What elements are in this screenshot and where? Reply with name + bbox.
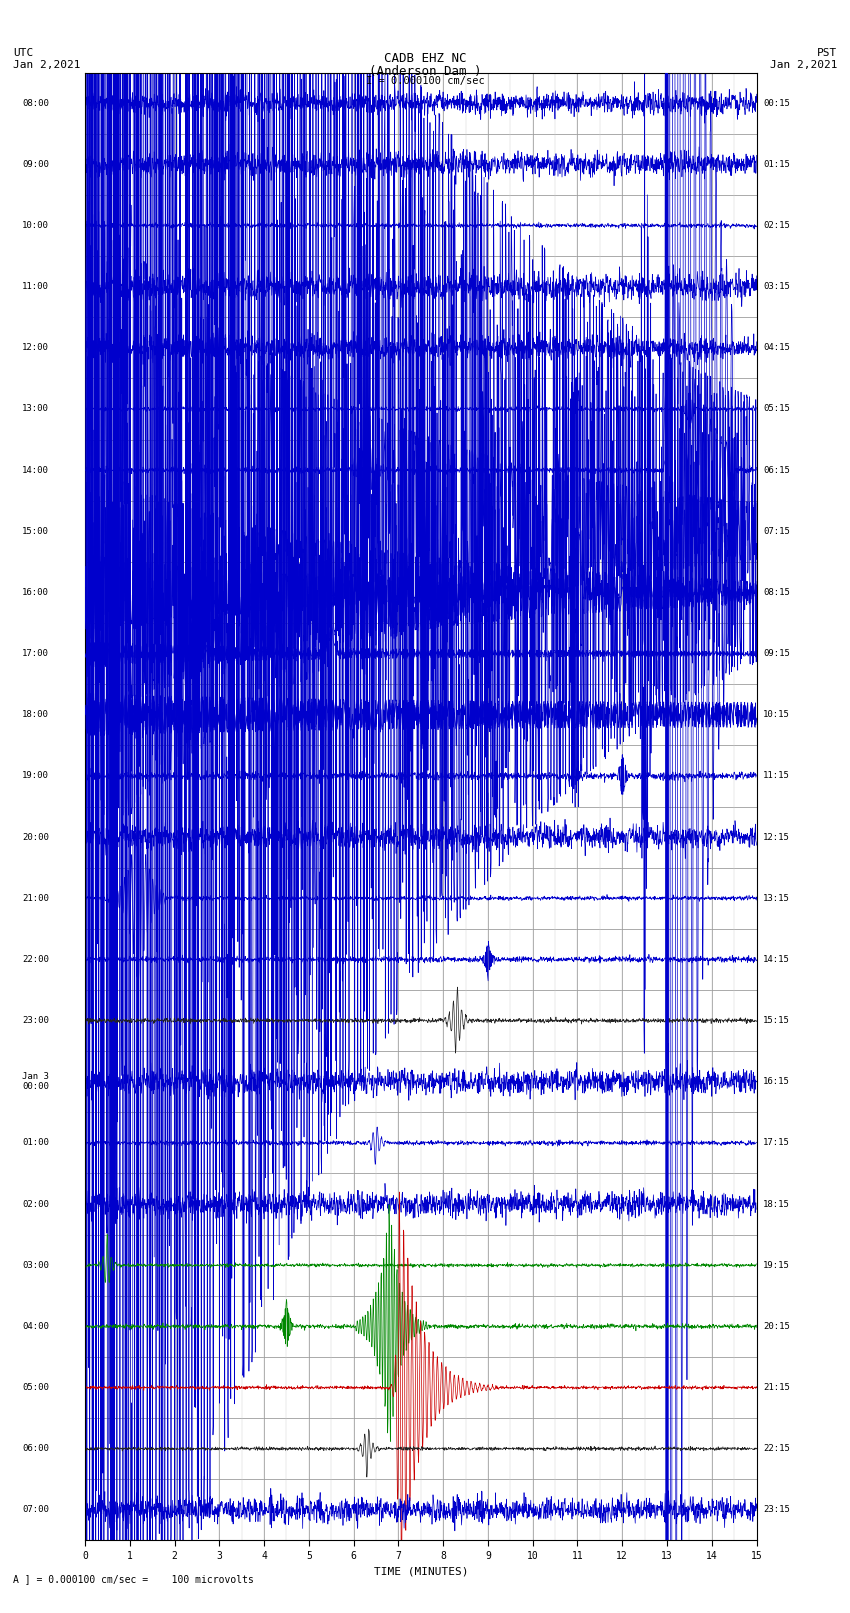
- Text: 03:00: 03:00: [22, 1261, 49, 1269]
- X-axis label: TIME (MINUTES): TIME (MINUTES): [373, 1566, 468, 1576]
- Text: 01:00: 01:00: [22, 1139, 49, 1147]
- Text: 02:15: 02:15: [763, 221, 791, 231]
- Text: 19:00: 19:00: [22, 771, 49, 781]
- Text: 06:00: 06:00: [22, 1444, 49, 1453]
- Text: 10:00: 10:00: [22, 221, 49, 231]
- Text: 17:15: 17:15: [763, 1139, 791, 1147]
- Text: Jan 2,2021: Jan 2,2021: [13, 60, 80, 69]
- Text: 20:15: 20:15: [763, 1323, 791, 1331]
- Text: A ] = 0.000100 cm/sec =    100 microvolts: A ] = 0.000100 cm/sec = 100 microvolts: [13, 1574, 253, 1584]
- Text: 21:15: 21:15: [763, 1382, 791, 1392]
- Text: 11:00: 11:00: [22, 282, 49, 290]
- Text: Jan 2,2021: Jan 2,2021: [770, 60, 837, 69]
- Text: UTC: UTC: [13, 48, 33, 58]
- Text: 16:00: 16:00: [22, 589, 49, 597]
- Text: 23:15: 23:15: [763, 1505, 791, 1515]
- Text: 06:15: 06:15: [763, 466, 791, 474]
- Text: 22:00: 22:00: [22, 955, 49, 965]
- Text: 13:15: 13:15: [763, 894, 791, 903]
- Text: 03:15: 03:15: [763, 282, 791, 290]
- Text: PST: PST: [817, 48, 837, 58]
- Text: 07:00: 07:00: [22, 1505, 49, 1515]
- Text: I = 0.000100 cm/sec: I = 0.000100 cm/sec: [366, 76, 484, 85]
- Text: 23:00: 23:00: [22, 1016, 49, 1024]
- Text: 15:15: 15:15: [763, 1016, 791, 1024]
- Text: 11:15: 11:15: [763, 771, 791, 781]
- Text: 14:15: 14:15: [763, 955, 791, 965]
- Text: 19:15: 19:15: [763, 1261, 791, 1269]
- Text: 04:15: 04:15: [763, 344, 791, 352]
- Text: 10:15: 10:15: [763, 710, 791, 719]
- Text: 01:15: 01:15: [763, 160, 791, 169]
- Text: 17:00: 17:00: [22, 648, 49, 658]
- Text: 08:00: 08:00: [22, 98, 49, 108]
- Text: 16:15: 16:15: [763, 1077, 791, 1086]
- Text: 09:15: 09:15: [763, 648, 791, 658]
- Text: (Anderson Dam ): (Anderson Dam ): [369, 65, 481, 77]
- Text: 15:00: 15:00: [22, 527, 49, 536]
- Text: 18:00: 18:00: [22, 710, 49, 719]
- Text: 12:00: 12:00: [22, 344, 49, 352]
- Text: 13:00: 13:00: [22, 405, 49, 413]
- Text: 12:15: 12:15: [763, 832, 791, 842]
- Text: 18:15: 18:15: [763, 1200, 791, 1208]
- Text: 05:15: 05:15: [763, 405, 791, 413]
- Text: 20:00: 20:00: [22, 832, 49, 842]
- Text: 09:00: 09:00: [22, 160, 49, 169]
- Text: 07:15: 07:15: [763, 527, 791, 536]
- Text: 22:15: 22:15: [763, 1444, 791, 1453]
- Text: 05:00: 05:00: [22, 1382, 49, 1392]
- Text: 00:15: 00:15: [763, 98, 791, 108]
- Text: CADB EHZ NC: CADB EHZ NC: [383, 52, 467, 65]
- Text: 21:00: 21:00: [22, 894, 49, 903]
- Text: 04:00: 04:00: [22, 1323, 49, 1331]
- Text: Jan 3
00:00: Jan 3 00:00: [22, 1073, 49, 1092]
- Text: 08:15: 08:15: [763, 589, 791, 597]
- Text: 14:00: 14:00: [22, 466, 49, 474]
- Text: 02:00: 02:00: [22, 1200, 49, 1208]
